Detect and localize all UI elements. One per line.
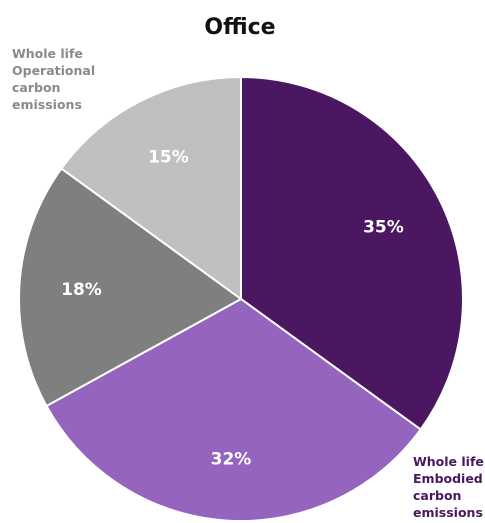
pie-slice-4 [60, 75, 242, 301]
pie-slice-1 [240, 75, 464, 431]
pie-annotation-2: Whole life Embodied carbon emissions [413, 454, 484, 520]
pie-annotation-line: carbon [12, 80, 60, 95]
pie-annotation-line: Embodied [413, 471, 483, 486]
pie-slices [18, 75, 464, 522]
chart-title: Office [204, 15, 275, 40]
pie-slice-label-3: 18% [61, 280, 102, 300]
pie-annotation-line: Operational [12, 63, 95, 78]
pie-annotation-line: emissions [12, 97, 82, 112]
pie-annotations: Whole life Operational carbon emissionsWhol… [12, 46, 484, 520]
pie-slice-label-2: 32% [211, 450, 252, 470]
pie-slice-label-4: 15% [148, 148, 189, 168]
pie-annotation-line: Whole life [413, 454, 484, 469]
pie-annotation-1: Whole life Operational carbon emissions [12, 46, 95, 112]
pie-slice-label-1: 35% [363, 217, 404, 237]
pie-annotation-line: emissions [413, 505, 483, 520]
pie-slice-3 [18, 167, 243, 408]
pie-slice-labels: 35% 32% 18% 15% [61, 148, 404, 470]
pie-annotation-line: carbon [413, 488, 461, 503]
pie-slice-2 [45, 297, 422, 522]
pie-annotation-line: Whole life [12, 46, 83, 61]
